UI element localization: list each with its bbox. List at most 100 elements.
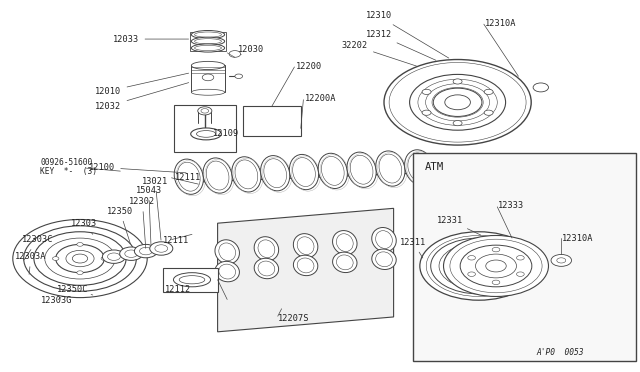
Text: 32202: 32202 xyxy=(342,41,417,66)
Circle shape xyxy=(72,254,88,263)
Bar xyxy=(243,106,301,136)
Text: 12032: 12032 xyxy=(95,83,189,110)
Ellipse shape xyxy=(174,159,204,194)
Circle shape xyxy=(433,88,482,116)
Text: 12303: 12303 xyxy=(71,219,97,234)
Ellipse shape xyxy=(203,158,232,193)
Ellipse shape xyxy=(333,252,357,273)
Circle shape xyxy=(120,247,143,260)
Circle shape xyxy=(468,272,476,276)
Circle shape xyxy=(13,219,147,298)
Circle shape xyxy=(516,256,524,260)
Text: 15043: 15043 xyxy=(136,186,162,244)
Text: ATM: ATM xyxy=(424,162,444,171)
Text: KEY  *-  (3): KEY *- (3) xyxy=(40,167,97,176)
Ellipse shape xyxy=(195,45,221,51)
Text: 12310A: 12310A xyxy=(485,19,516,28)
Ellipse shape xyxy=(254,237,278,261)
Ellipse shape xyxy=(173,273,211,287)
Text: 12030: 12030 xyxy=(238,45,264,54)
Circle shape xyxy=(66,250,94,267)
Circle shape xyxy=(444,235,548,296)
Text: 12109: 12109 xyxy=(212,129,239,138)
Ellipse shape xyxy=(289,154,319,190)
Text: 12033: 12033 xyxy=(113,35,189,44)
Ellipse shape xyxy=(191,61,225,70)
Circle shape xyxy=(155,245,168,252)
Text: 12303A: 12303A xyxy=(15,252,47,275)
Circle shape xyxy=(445,95,470,110)
Circle shape xyxy=(476,254,516,278)
Circle shape xyxy=(551,254,572,266)
Ellipse shape xyxy=(372,228,396,251)
Ellipse shape xyxy=(333,231,357,255)
Circle shape xyxy=(77,271,83,275)
Ellipse shape xyxy=(347,152,376,187)
Circle shape xyxy=(453,79,462,84)
Circle shape xyxy=(431,238,527,294)
Ellipse shape xyxy=(404,150,434,185)
Ellipse shape xyxy=(195,32,221,37)
Text: 12331: 12331 xyxy=(436,216,481,235)
Circle shape xyxy=(140,247,152,255)
Circle shape xyxy=(229,51,241,57)
Ellipse shape xyxy=(202,74,214,81)
Text: 12111: 12111 xyxy=(175,173,201,182)
Circle shape xyxy=(108,253,120,260)
Polygon shape xyxy=(218,208,394,332)
Circle shape xyxy=(420,232,538,300)
Ellipse shape xyxy=(232,157,261,192)
Circle shape xyxy=(384,60,531,145)
Text: 12310: 12310 xyxy=(365,12,449,58)
Text: 12111: 12111 xyxy=(163,236,189,245)
Text: 12311: 12311 xyxy=(400,238,426,258)
Circle shape xyxy=(533,83,548,92)
Text: 12303G: 12303G xyxy=(41,296,72,305)
Ellipse shape xyxy=(179,276,205,284)
Text: 12312: 12312 xyxy=(365,30,436,60)
Bar xyxy=(413,153,636,361)
Circle shape xyxy=(422,89,431,94)
Ellipse shape xyxy=(191,37,225,45)
Ellipse shape xyxy=(191,44,225,52)
Circle shape xyxy=(492,280,500,285)
Circle shape xyxy=(24,226,136,291)
Ellipse shape xyxy=(215,262,239,282)
Ellipse shape xyxy=(254,258,278,279)
Circle shape xyxy=(484,110,493,115)
Ellipse shape xyxy=(195,39,221,44)
Ellipse shape xyxy=(215,240,239,264)
Ellipse shape xyxy=(191,31,225,39)
Circle shape xyxy=(460,255,498,277)
Ellipse shape xyxy=(260,155,290,191)
Circle shape xyxy=(125,250,138,257)
Text: 12112: 12112 xyxy=(164,285,191,294)
Circle shape xyxy=(34,232,126,285)
Text: A'P0  0053: A'P0 0053 xyxy=(536,348,584,357)
Circle shape xyxy=(101,257,108,260)
Bar xyxy=(191,65,225,92)
Circle shape xyxy=(486,260,506,272)
Text: 12303C: 12303C xyxy=(22,235,53,260)
Text: 12350: 12350 xyxy=(107,207,133,244)
Circle shape xyxy=(453,121,462,126)
Text: 00926-51600: 00926-51600 xyxy=(40,158,93,167)
Text: 12200A: 12200A xyxy=(305,94,336,103)
Text: 12310A: 12310A xyxy=(562,234,593,243)
Circle shape xyxy=(56,244,104,273)
Circle shape xyxy=(468,256,476,260)
Circle shape xyxy=(557,258,566,263)
Ellipse shape xyxy=(198,107,212,115)
Ellipse shape xyxy=(201,109,209,113)
Ellipse shape xyxy=(191,89,225,95)
Ellipse shape xyxy=(293,234,318,258)
Text: 13021: 13021 xyxy=(142,177,168,240)
Bar xyxy=(163,268,218,292)
Ellipse shape xyxy=(196,131,216,137)
Ellipse shape xyxy=(318,153,348,189)
Circle shape xyxy=(77,243,83,246)
Ellipse shape xyxy=(191,128,221,140)
Circle shape xyxy=(134,244,157,258)
Circle shape xyxy=(150,242,173,255)
Circle shape xyxy=(492,247,500,252)
